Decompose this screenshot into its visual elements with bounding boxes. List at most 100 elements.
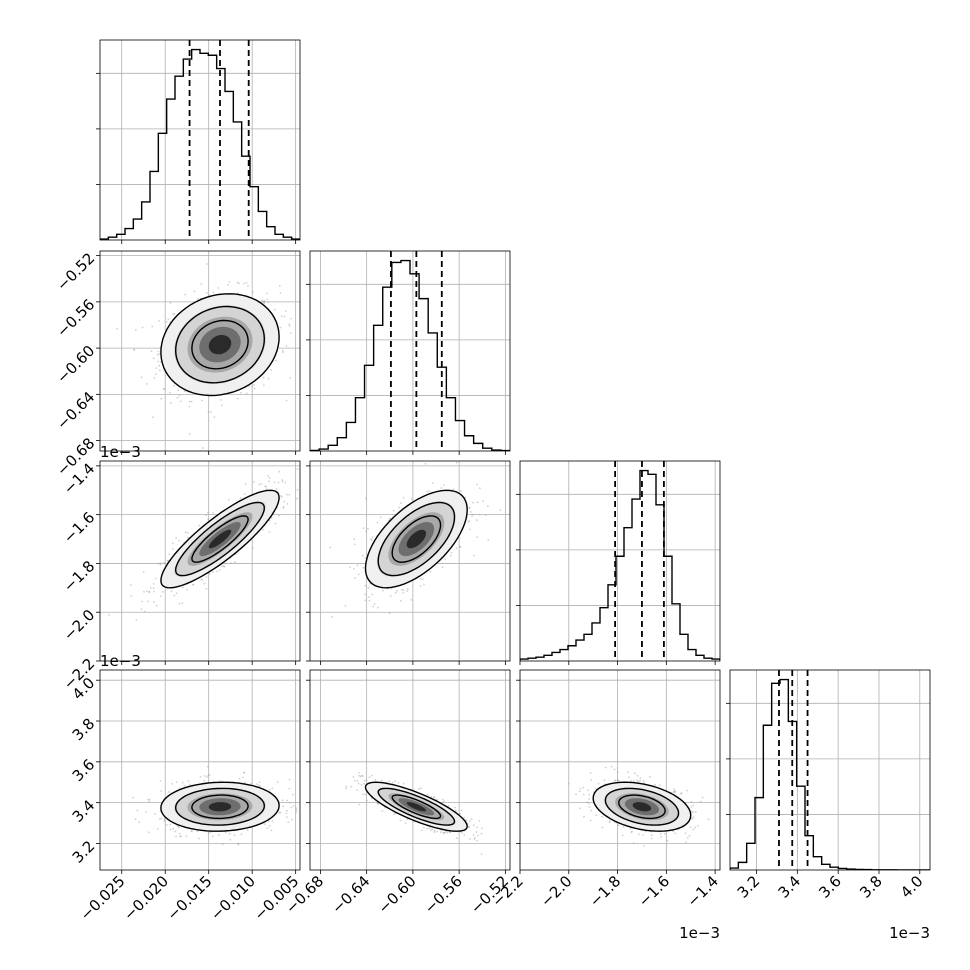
sample-point — [159, 780, 162, 782]
contour-line — [391, 794, 442, 820]
sample-point — [282, 351, 284, 354]
sample-point — [436, 830, 438, 833]
sample-point — [233, 834, 236, 837]
sample-point — [463, 816, 465, 819]
sample-point — [148, 800, 151, 803]
sample-point — [473, 836, 476, 839]
sample-point — [152, 416, 154, 419]
sample-point — [364, 593, 366, 596]
sample-point — [159, 562, 162, 564]
sample-point — [433, 796, 436, 799]
sample-point — [236, 281, 239, 284]
sample-point — [132, 796, 135, 799]
sample-point — [441, 801, 444, 804]
sample-point — [279, 811, 282, 814]
sample-point — [307, 482, 309, 484]
sample-point — [228, 281, 231, 283]
sample-point — [345, 785, 348, 788]
scatter-panel — [520, 670, 720, 870]
sample-point — [468, 826, 470, 829]
sample-point — [649, 775, 651, 778]
sample-point — [282, 505, 285, 508]
sample-point — [567, 782, 570, 785]
sample-point — [143, 590, 145, 593]
sample-point — [143, 610, 146, 613]
sample-point — [181, 602, 184, 604]
sample-point — [158, 364, 161, 367]
sample-point — [248, 385, 251, 388]
sample-point — [158, 353, 161, 355]
sample-point — [471, 515, 473, 517]
sample-point — [357, 573, 360, 576]
sample-point — [594, 787, 597, 790]
sample-point — [169, 301, 172, 304]
sample-point — [578, 807, 581, 810]
sample-point — [178, 602, 181, 605]
sample-point — [469, 528, 471, 531]
sample-point — [362, 566, 365, 569]
sample-point — [389, 595, 392, 597]
sample-point — [470, 818, 473, 821]
sample-point — [459, 545, 461, 548]
x-tick-label: −0.56 — [421, 872, 466, 917]
sample-point — [167, 559, 170, 562]
sample-point — [165, 824, 168, 826]
y-tick-label: −0.52 — [53, 249, 98, 294]
sample-point — [423, 583, 425, 586]
contour-line — [364, 489, 468, 589]
sample-point — [295, 809, 298, 812]
sample-point — [167, 318, 170, 321]
sample-point — [686, 837, 689, 839]
sample-point — [367, 527, 369, 530]
x-tick-label: −0.64 — [328, 872, 373, 917]
sample-point — [458, 812, 461, 815]
sample-point — [244, 781, 246, 784]
sample-point — [200, 578, 203, 581]
sample-point — [286, 810, 288, 812]
sample-point — [361, 774, 364, 777]
sample-point — [286, 493, 288, 496]
sample-point — [281, 479, 284, 481]
sample-point — [158, 818, 161, 821]
sample-point — [172, 548, 174, 550]
sample-point — [440, 831, 442, 834]
sample-point — [442, 831, 445, 834]
sample-point — [229, 838, 232, 841]
sample-point — [357, 782, 360, 785]
contour-line — [174, 305, 266, 384]
sample-point — [284, 481, 287, 484]
sample-point — [246, 829, 249, 832]
sample-point — [449, 554, 452, 557]
sample-point — [401, 588, 403, 591]
sample-point — [213, 416, 216, 418]
sample-point — [638, 833, 640, 836]
sample-point — [707, 818, 710, 821]
sample-point — [358, 771, 360, 774]
x-tick-label: −0.010 — [207, 872, 259, 924]
sample-point — [237, 397, 239, 400]
sample-point — [688, 834, 691, 837]
sample-point — [637, 781, 639, 783]
sample-point — [601, 815, 603, 818]
contour-line — [191, 319, 249, 370]
sample-point — [278, 285, 281, 287]
sample-point — [639, 779, 641, 782]
sample-point — [172, 313, 175, 316]
sample-point — [613, 779, 616, 782]
sample-point — [175, 536, 178, 539]
sample-point — [402, 592, 405, 594]
sample-point — [177, 826, 180, 829]
sample-point — [278, 514, 280, 517]
sample-point — [312, 312, 314, 314]
sample-point — [142, 571, 145, 573]
sample-point — [575, 793, 577, 796]
sample-point — [685, 841, 688, 844]
sample-point — [157, 562, 160, 565]
sample-point — [263, 300, 266, 303]
sample-point — [157, 350, 160, 353]
sample-point — [388, 780, 391, 783]
sample-point — [478, 819, 481, 822]
sample-point — [288, 325, 291, 327]
sample-point — [394, 780, 396, 782]
panel-frame — [99, 39, 301, 241]
